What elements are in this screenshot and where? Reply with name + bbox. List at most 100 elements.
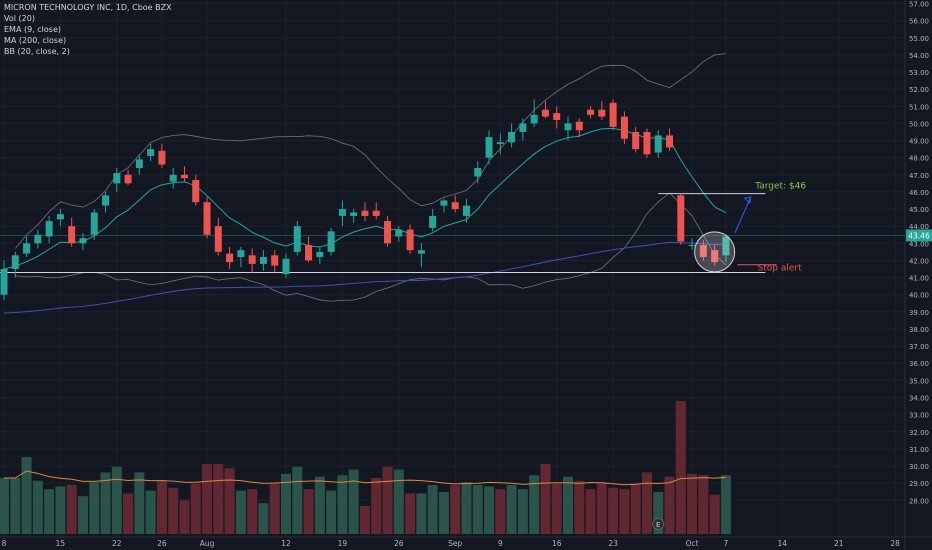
candle-body [575,121,583,131]
y-tick-label: 48.00 [909,155,929,163]
x-tick-label: 23 [608,539,618,548]
x-tick-label: 26 [394,539,404,548]
candle-body [688,245,696,247]
volume-bar [247,489,258,534]
y-tick-label: 44.00 [909,223,929,231]
candlesticks [0,99,730,300]
volume-bar [281,473,291,534]
candle-body [305,245,313,261]
y-tick-label: 50.00 [909,120,929,128]
x-tick-label: 21 [834,539,844,548]
y-tick-label: 55.00 [909,35,929,43]
volume-bar [664,476,675,534]
volume-bar [382,466,393,534]
candle-body [237,250,245,258]
candle-body [541,109,549,117]
volume-bar [224,468,235,534]
highlight-circle [694,231,736,273]
y-tick-label: 56.00 [909,18,929,26]
volume-bar [461,482,472,534]
volume-bar [427,485,438,534]
volume-bar [168,487,179,534]
volume-bar [89,482,100,534]
y-tick-label: 31.00 [909,446,929,454]
volume-bar [21,457,32,534]
volume-bar [506,485,517,534]
candle-body [79,238,87,244]
x-tick-label: Oct [686,539,699,548]
candle-body [485,137,493,158]
candle-body [440,200,448,206]
y-tick-label: 46.00 [909,189,929,197]
candle-body [113,173,121,184]
legend-ema[interactable]: EMA (9, close) [4,25,61,34]
annotations: Target: $46 Stop alert E [652,182,806,530]
x-tick-label: 14 [778,539,788,548]
candle-body [406,229,414,251]
candle-body [361,210,369,216]
volume-bar [574,480,585,534]
volume-bar [675,401,686,534]
x-tick-label: 15 [56,539,66,548]
volume-bar [563,476,573,534]
candle-body [632,131,640,150]
legend-ma[interactable]: MA (200, close) [4,36,67,45]
volume-bar [709,494,720,534]
legend-vol[interactable]: Vol (20) [4,14,35,23]
volume-bar [472,485,483,534]
candle-body [293,226,301,252]
candle-body [192,179,200,203]
candle-body [316,251,324,258]
candle-body [90,212,98,235]
x-tick-label: 19 [338,539,348,548]
candle-body [711,250,719,263]
y-tick-label: 41.00 [909,275,929,283]
y-tick-label: 34.00 [909,394,929,402]
volume-bar [32,480,43,534]
event-marker-label: E [656,521,660,529]
indicator-legend: MICRON TECHNOLOGY INC, 1D, Cboe BZX Vol … [4,2,172,57]
volume-bar [326,490,337,534]
volume-bar [698,475,709,534]
current-price-label: 43.46 [908,231,930,240]
y-tick-label: 47.00 [909,172,929,180]
candle-body [699,245,707,258]
candle-body [158,150,166,165]
volume-bar [10,478,21,534]
y-tick-label: 51.00 [909,103,929,111]
candle-body [654,135,662,153]
legend-bb[interactable]: BB (20, close, 2) [4,47,70,56]
y-tick-label: 57.00 [909,1,929,9]
volume-bar [213,464,224,534]
volume-bar [134,472,145,534]
bb-upper-line [14,53,726,249]
volume-bar [371,478,382,534]
candle-body [102,195,110,206]
volume-bar [111,466,122,534]
volume-bar [529,475,540,534]
candle-body [11,255,19,270]
x-tick-label: 9 [498,539,503,548]
candle-body [203,202,211,235]
x-tick-label: 7 [724,539,729,548]
candle-body [519,123,527,132]
candle-body [34,234,42,244]
y-tick-label: 38.00 [909,326,929,334]
candle-body [327,231,335,252]
candle-body [350,212,358,216]
volume-bar [630,483,641,534]
volume-bar [292,466,303,534]
candle-body [609,102,617,127]
volume-bar [156,480,167,534]
y-tick-label: 33.00 [909,412,929,420]
stop-label: Stop alert [758,264,803,274]
volume-bar [359,506,370,534]
volume-bar [55,486,66,534]
candle-body [372,210,380,216]
symbol-title[interactable]: MICRON TECHNOLOGY INC, 1D, Cboe BZX [4,3,172,12]
volume-bar [540,464,551,534]
volume-bar [0,478,9,534]
y-tick-label: 43.00 [909,240,929,248]
